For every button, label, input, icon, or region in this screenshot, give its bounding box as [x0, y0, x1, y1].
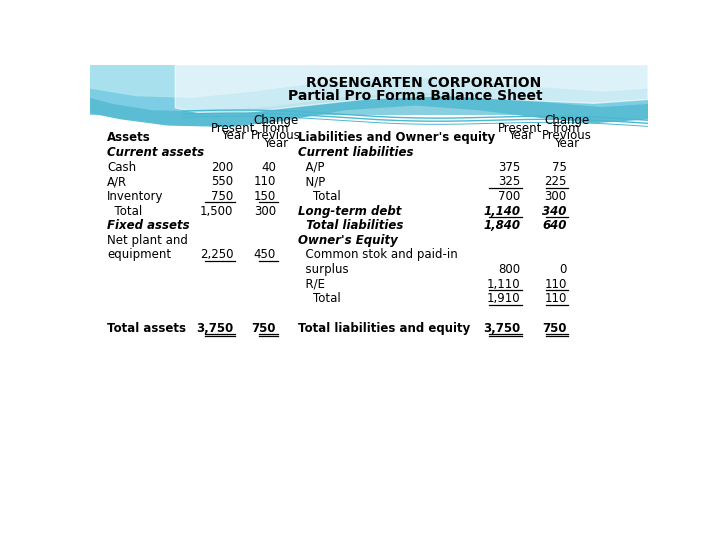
Text: 1,500: 1,500: [200, 205, 233, 218]
Text: 640: 640: [542, 219, 567, 232]
Text: 300: 300: [254, 205, 276, 218]
Text: 1,110: 1,110: [487, 278, 520, 291]
Text: Current assets: Current assets: [107, 146, 204, 159]
Text: Total liabilities and equity: Total liabilities and equity: [297, 322, 470, 335]
Text: 750: 750: [211, 190, 233, 203]
Text: 300: 300: [544, 190, 567, 203]
Text: 550: 550: [211, 176, 233, 188]
Text: 110: 110: [544, 292, 567, 306]
Text: Year: Year: [221, 130, 246, 143]
Text: Cash: Cash: [107, 161, 136, 174]
Polygon shape: [175, 65, 648, 112]
Text: 1,840: 1,840: [483, 219, 520, 232]
Text: Total: Total: [297, 190, 341, 203]
Text: Year: Year: [554, 137, 579, 150]
Text: R/E: R/E: [297, 278, 325, 291]
Text: N/P: N/P: [297, 176, 325, 188]
Text: 450: 450: [253, 248, 276, 261]
Text: Total assets: Total assets: [107, 322, 186, 335]
Text: Assets: Assets: [107, 131, 150, 144]
Text: 150: 150: [253, 190, 276, 203]
Text: surplus: surplus: [297, 263, 348, 276]
Text: 750: 750: [542, 322, 567, 335]
Text: Previous: Previous: [251, 130, 301, 143]
Text: 110: 110: [544, 278, 567, 291]
Polygon shape: [90, 115, 648, 481]
Text: 200: 200: [211, 161, 233, 174]
Text: Change: Change: [544, 114, 589, 127]
Text: Common stok and paid-in: Common stok and paid-in: [297, 248, 457, 261]
Text: Fixed assets: Fixed assets: [107, 219, 189, 232]
Text: A/P: A/P: [297, 161, 324, 174]
Text: Previous: Previous: [541, 130, 592, 143]
Text: A/R: A/R: [107, 176, 127, 188]
Text: Present: Present: [498, 122, 542, 135]
Text: Current liabilities: Current liabilities: [297, 146, 413, 159]
Text: 325: 325: [498, 176, 520, 188]
Text: 225: 225: [544, 176, 567, 188]
Text: ROSENGARTEN CORPORATION: ROSENGARTEN CORPORATION: [305, 76, 541, 90]
Text: 75: 75: [552, 161, 567, 174]
Text: 1,910: 1,910: [487, 292, 520, 306]
Text: Net plant and: Net plant and: [107, 234, 188, 247]
Text: 375: 375: [498, 161, 520, 174]
Text: Inventory: Inventory: [107, 190, 163, 203]
Text: Year: Year: [508, 130, 533, 143]
Polygon shape: [90, 65, 648, 142]
Text: Total liabilities: Total liabilities: [297, 219, 403, 232]
Text: 2,250: 2,250: [200, 248, 233, 261]
Text: 40: 40: [261, 161, 276, 174]
Text: 0: 0: [559, 263, 567, 276]
Text: Change: Change: [253, 114, 299, 127]
Polygon shape: [90, 65, 648, 126]
Text: Liabilities and Owner's equity: Liabilities and Owner's equity: [297, 131, 495, 144]
Text: Long-term debt: Long-term debt: [297, 205, 401, 218]
Text: 3,750: 3,750: [196, 322, 233, 335]
Text: Owner's Equity: Owner's Equity: [297, 234, 397, 247]
Text: 340: 340: [542, 205, 567, 218]
Text: Total: Total: [297, 292, 341, 306]
Text: 110: 110: [253, 176, 276, 188]
Text: Year: Year: [264, 137, 289, 150]
Text: 800: 800: [498, 263, 520, 276]
Text: 3,750: 3,750: [483, 322, 520, 335]
Text: 1,140: 1,140: [483, 205, 520, 218]
Text: 750: 750: [251, 322, 276, 335]
Text: equipment: equipment: [107, 248, 171, 261]
Text: 700: 700: [498, 190, 520, 203]
Text: from: from: [262, 122, 289, 135]
Text: Total: Total: [107, 205, 143, 218]
Text: Present: Present: [211, 122, 256, 135]
Text: from: from: [553, 122, 580, 135]
Polygon shape: [90, 65, 648, 97]
Polygon shape: [90, 65, 648, 111]
Text: Partial Pro Forma Balance Sheet: Partial Pro Forma Balance Sheet: [288, 89, 543, 103]
